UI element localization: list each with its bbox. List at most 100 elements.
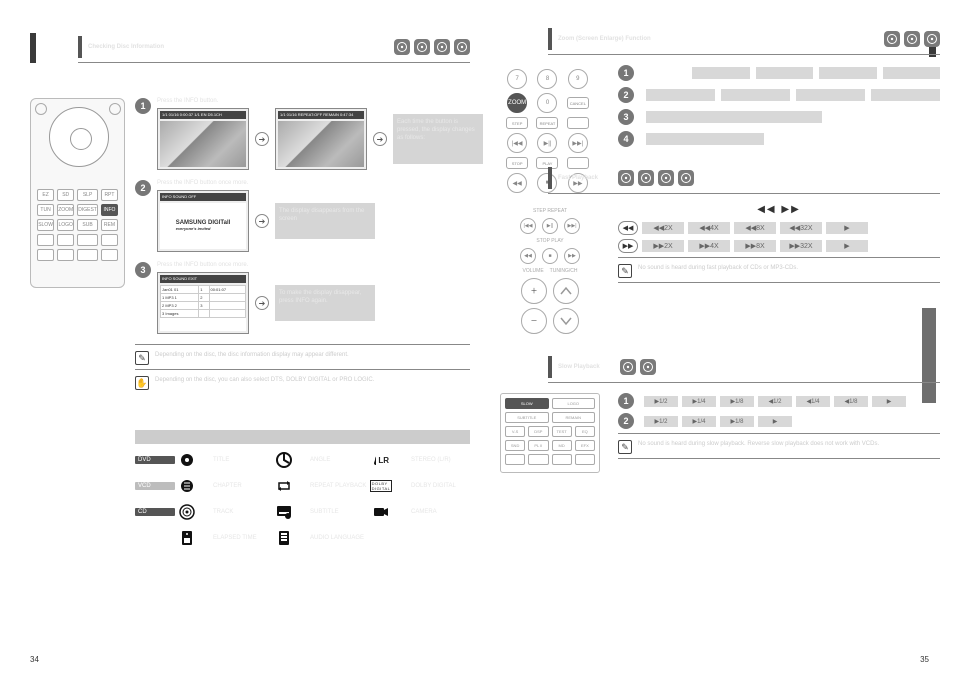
caption-text: To make the display disappear, press INF… xyxy=(279,290,361,304)
step-2: 2 Press the INFO button once more. INFO … xyxy=(135,180,470,252)
label-text: CHAPTER xyxy=(213,483,272,489)
label-vcd: VCD xyxy=(135,482,175,490)
ff-row-rew: ◀◀ ◀◀2X ◀◀4X ◀◀8X ◀◀32X ▶ xyxy=(618,221,940,235)
step-number-2: 2 xyxy=(135,180,151,196)
speed-cell: ▶ xyxy=(758,416,792,427)
label-text: STEREO (L/R) xyxy=(411,457,470,463)
speed-cell: ▶1/8 xyxy=(720,416,754,427)
arrow-right-icon: ➔ xyxy=(255,296,269,310)
step-1: 1 Press the INFO button. 1/1 01/16 0:00:… xyxy=(135,98,470,170)
step-title: Press the INFO button. xyxy=(157,98,483,104)
label-text: AUDIO LANGUAGE xyxy=(310,535,369,541)
speed-cell: ◀◀2X xyxy=(642,222,684,234)
step-number: 2 xyxy=(618,413,634,429)
section-bar-icon xyxy=(548,167,552,189)
disc-chip xyxy=(618,170,634,186)
step-number-3: 3 xyxy=(135,262,151,278)
step-caption-block: The display disappears from the screen xyxy=(275,203,375,239)
slow-row-2: 2 ▶1/2 ▶1/4 ▶1/8 ▶ xyxy=(618,413,940,429)
section-head-zoom: Zoom (Screen Enlarge) Function xyxy=(548,28,940,50)
camera-icon xyxy=(373,504,389,520)
section-title: Zoom (Screen Enlarge) Function xyxy=(558,36,651,42)
speed-cell: ▶▶2X xyxy=(642,240,684,252)
section-bar-icon xyxy=(78,36,82,58)
disc-chip-mp3 xyxy=(454,39,470,55)
pencil-note-icon: ✎ xyxy=(618,440,632,454)
rule xyxy=(135,344,470,345)
pencil-note-icon: ✎ xyxy=(618,264,632,278)
label-text: TITLE xyxy=(213,457,272,463)
step-caption-block: To make the display disappear, press INF… xyxy=(275,285,375,321)
disc-chip xyxy=(658,170,674,186)
chapter-icon xyxy=(179,478,195,494)
seq-row: 3 xyxy=(618,109,940,125)
step-number: 3 xyxy=(618,109,634,125)
track-icon xyxy=(179,504,195,520)
step-caption-block: Each time the button is pressed, the dis… xyxy=(393,114,483,164)
disc-chip xyxy=(904,31,920,47)
note-text: No sound is heard during slow playback. … xyxy=(638,440,879,449)
section-bar-icon xyxy=(548,28,552,50)
label-text: TRACK xyxy=(213,509,272,515)
seq-row: 2 xyxy=(618,87,940,103)
step-title: Press the INFO button once more. xyxy=(157,180,470,186)
speed-cell: ▶1/2 xyxy=(644,396,678,407)
zoom-sequence-list: 1 2 3 4 xyxy=(618,65,940,153)
speed-cell: ▶ xyxy=(826,240,868,252)
step-title: Press the INFO button once more. xyxy=(157,262,470,268)
osd-bar-text: 1/1 01/16 REPEAT:OFF REMAIN 0:47:34 xyxy=(278,111,355,118)
remote-control-illustration: EZSDSLPRPT TUNZOOMDIGESTINFO SLOWLOGOSUB… xyxy=(30,98,125,288)
note-text: Depending on the disc, you can also sele… xyxy=(155,376,374,385)
rule xyxy=(618,257,940,258)
disc-chip-dvd xyxy=(394,39,410,55)
angle-icon xyxy=(276,452,292,468)
speed-cell: ▶1/4 xyxy=(682,416,716,427)
speed-cell: ▶▶32X xyxy=(780,240,822,252)
rule xyxy=(548,382,940,383)
left-content: 1 Press the INFO button. 1/1 01/16 0:00:… xyxy=(135,98,470,546)
audio-lang-icon xyxy=(276,530,292,546)
remote-slow-illustration: SLOWLOGO SUBTITLEREMAIN V-SDSPTESTEQ SND… xyxy=(500,393,600,473)
disc-chip-vcd xyxy=(414,39,430,55)
disc-info-table: DVD TITLE ANGLE LR STEREO (L/R) VCD CHAP… xyxy=(135,452,470,546)
osd-mp3-list: Jan01 01100:01:07 1 MP3 12 2 MP3 23 3 Im… xyxy=(160,285,246,318)
zoom-block: 789 ZOOM0CANCEL STEPREPEAT |◀◀▶||▶▶| STO… xyxy=(500,65,940,153)
step-number: 2 xyxy=(618,87,634,103)
speed-cell: ◀1/4 xyxy=(796,396,830,407)
slow-row-1: 1 ▶1/2 ▶1/4 ▶1/8 ◀1/2 ◀1/4 ◀1/8 ▶ xyxy=(618,393,940,409)
hand-note-icon: ✋ xyxy=(135,376,149,390)
page-right: Zoom (Screen Enlarge) Function 789 ZOOM0… xyxy=(500,28,940,473)
speed-cell: ▶▶4X xyxy=(688,240,730,252)
section-head-info: Checking Disc Information xyxy=(78,36,470,58)
step-number-1: 1 xyxy=(135,98,151,114)
caption-text: Each time the button is pressed, the dis… xyxy=(397,119,475,141)
caption-text: The display disappears from the screen xyxy=(279,208,364,222)
rule xyxy=(618,433,940,434)
samsung-logo: SAMSUNG DIGITalleveryone's invited xyxy=(176,220,231,232)
title-icon xyxy=(179,452,195,468)
label-cd: CD xyxy=(135,508,175,516)
section-title: Fast Playback xyxy=(558,175,598,181)
tv-screenshot-1: 1/1 01/16 0:00:37 1/1 EN D5.1CH xyxy=(157,108,249,170)
disc-chip xyxy=(640,359,656,375)
section-title: Checking Disc Information xyxy=(88,44,164,50)
disc-chip xyxy=(924,31,940,47)
label-text: ELAPSED TIME xyxy=(213,535,272,541)
page-number-left: 34 xyxy=(30,655,39,664)
section-head-slow: Slow Playback xyxy=(548,356,940,378)
note-slow: ✎ No sound is heard during slow playback… xyxy=(618,440,940,454)
label-text: REPEAT PLAYBACK xyxy=(310,483,369,489)
note-text: No sound is heard during fast playback o… xyxy=(638,264,798,273)
remote-transport-illustration: STEP REPEAT |◀◀▶||▶▶| STOP PLAY ◀◀■▶▶ VO… xyxy=(500,204,600,342)
step-number: 4 xyxy=(618,131,634,147)
step-number: 1 xyxy=(618,393,634,409)
speed-cell: ◀◀8X xyxy=(734,222,776,234)
ffrw-glyphs: ◀◀ ▶▶ xyxy=(618,204,940,215)
remote-dpad-icon xyxy=(49,107,109,167)
note-2: ✋ Depending on the disc, you can also se… xyxy=(135,376,470,390)
page-left: Checking Disc Information EZSDSLPRPT TUN… xyxy=(30,28,470,73)
section-head-fast: Fast Playback xyxy=(548,167,940,189)
note-fast: ✎ No sound is heard during fast playback… xyxy=(618,264,940,278)
remote-slow-button: SLOW xyxy=(505,398,549,409)
disc-chip xyxy=(884,31,900,47)
